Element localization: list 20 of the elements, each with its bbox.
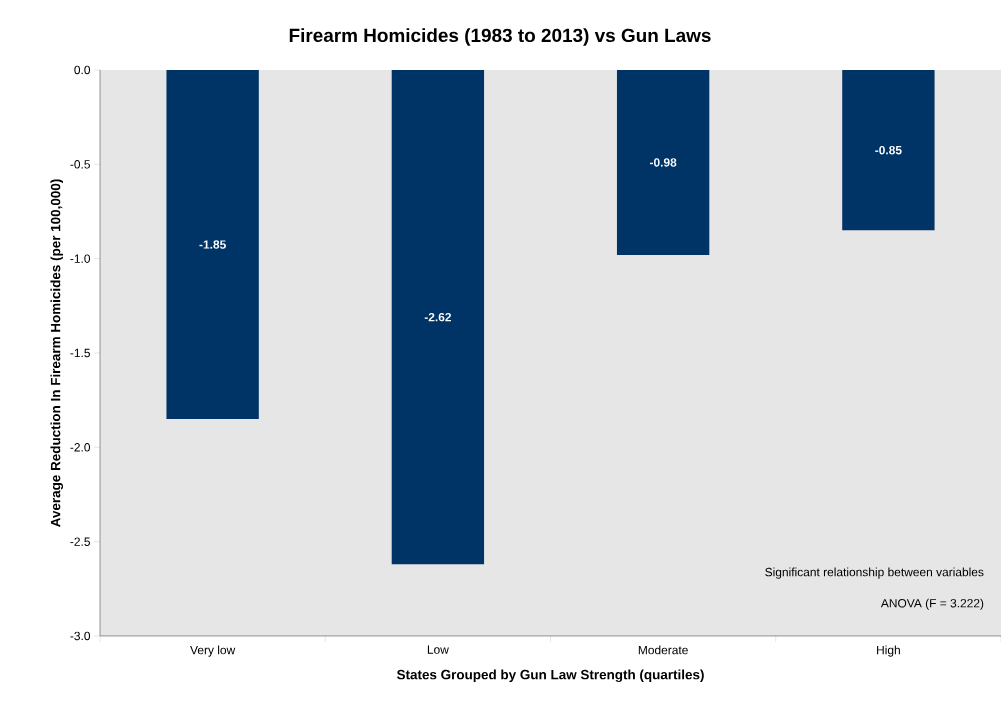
annotation: Significant relationship between variables (765, 567, 984, 579)
x-tick-label: Moderate (638, 645, 688, 655)
data-label: -0.85 (875, 145, 902, 155)
data-label: -1.85 (199, 240, 226, 249)
data-label: -2.62 (424, 312, 452, 322)
y-tick-label: -2.0 (70, 443, 91, 452)
x-tick-label: High (877, 645, 900, 657)
x-axis-title: States Grouped by Gun Law Strength (quartiles) (396, 669, 704, 683)
y-tick-label: -3.0 (70, 631, 91, 641)
data-label: -0.98 (649, 158, 677, 167)
annotation: ANOVA (F = 3.222) (880, 598, 984, 610)
y-tick-label: -1.0 (70, 254, 91, 263)
y-tick-label: -0.5 (70, 160, 90, 169)
y-tick-label: -1.5 (70, 348, 90, 358)
y-tick-label: -2.5 (70, 537, 90, 546)
chart-title: Firearm Homicides (1983 to 2013) vs Gun Laws (289, 28, 711, 46)
x-tick-label: Very low (190, 645, 236, 657)
y-axis-title: Average Reduction In Firearm Homicides (per 100,000) (50, 179, 64, 527)
x-tick-label: Low (427, 645, 449, 654)
y-tick-label: 0.0 (74, 65, 91, 75)
